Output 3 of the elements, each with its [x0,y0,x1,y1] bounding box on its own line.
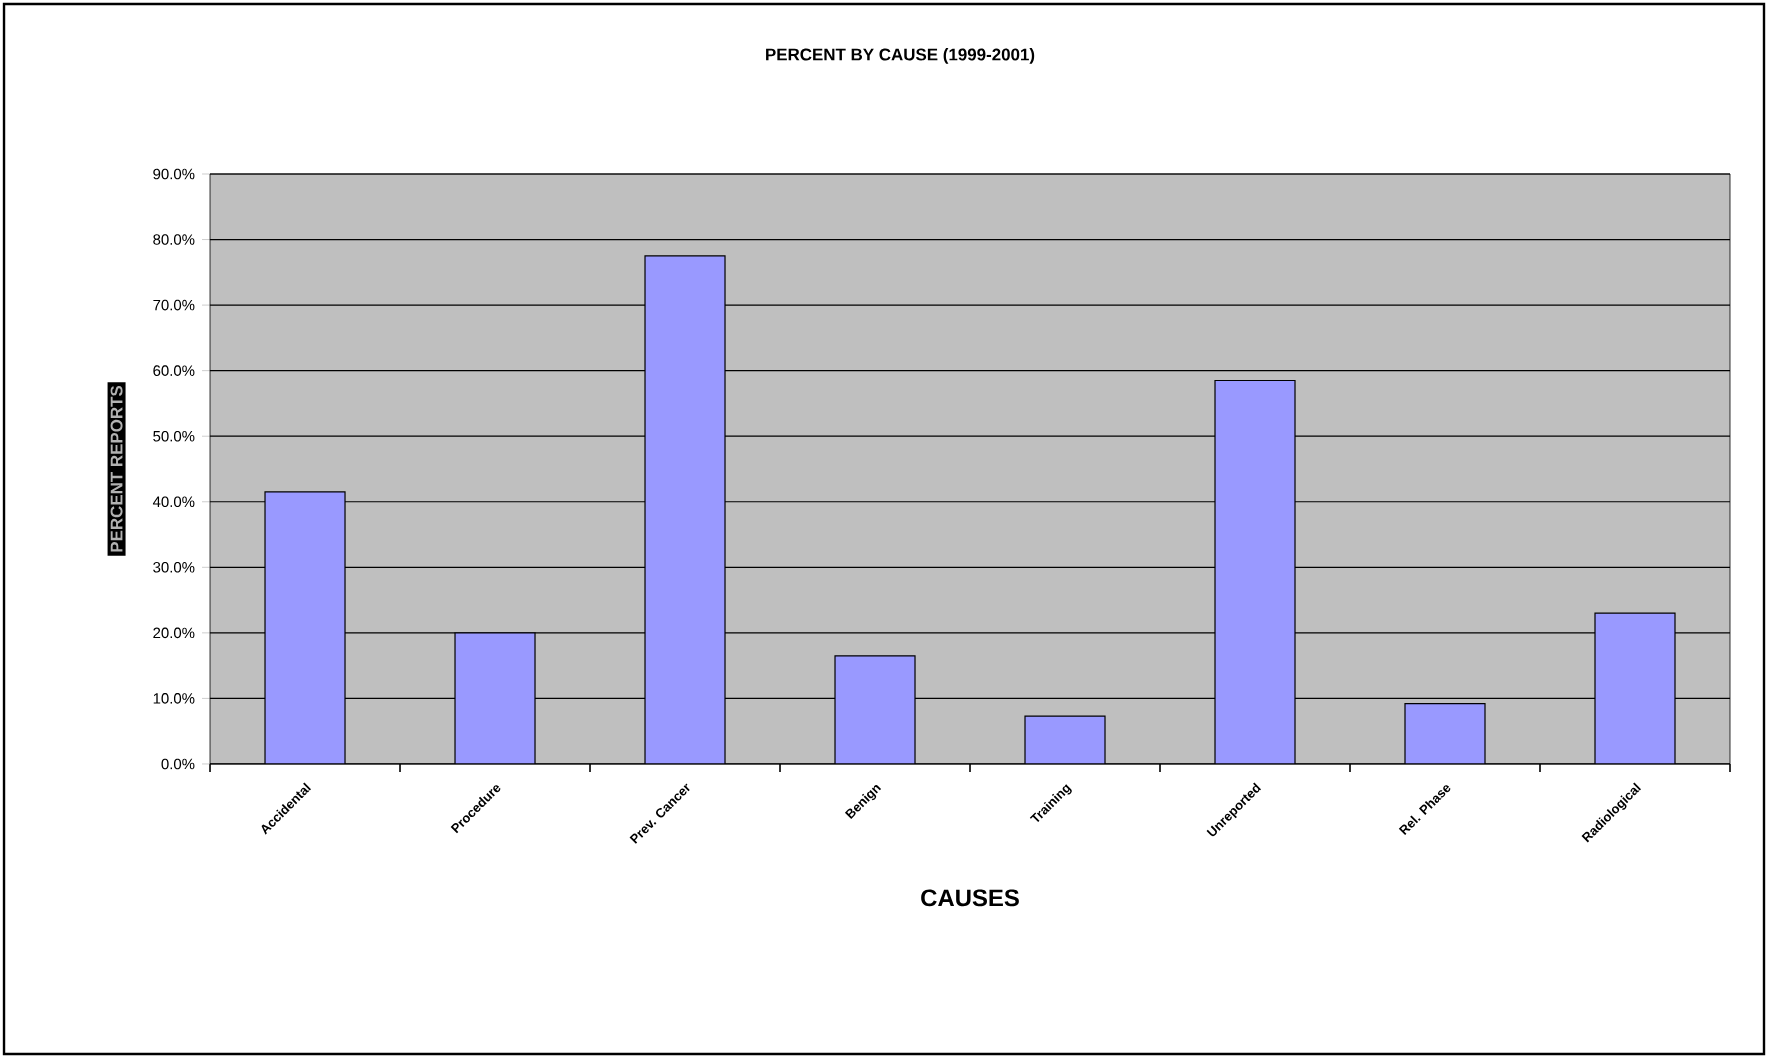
x-axis-title: CAUSES [921,889,1019,907]
chart-title: PERCENT BY CAUSE (1999-2001) [766,48,1035,64]
y-axis-title: PERCENT REPORTS [110,385,123,552]
